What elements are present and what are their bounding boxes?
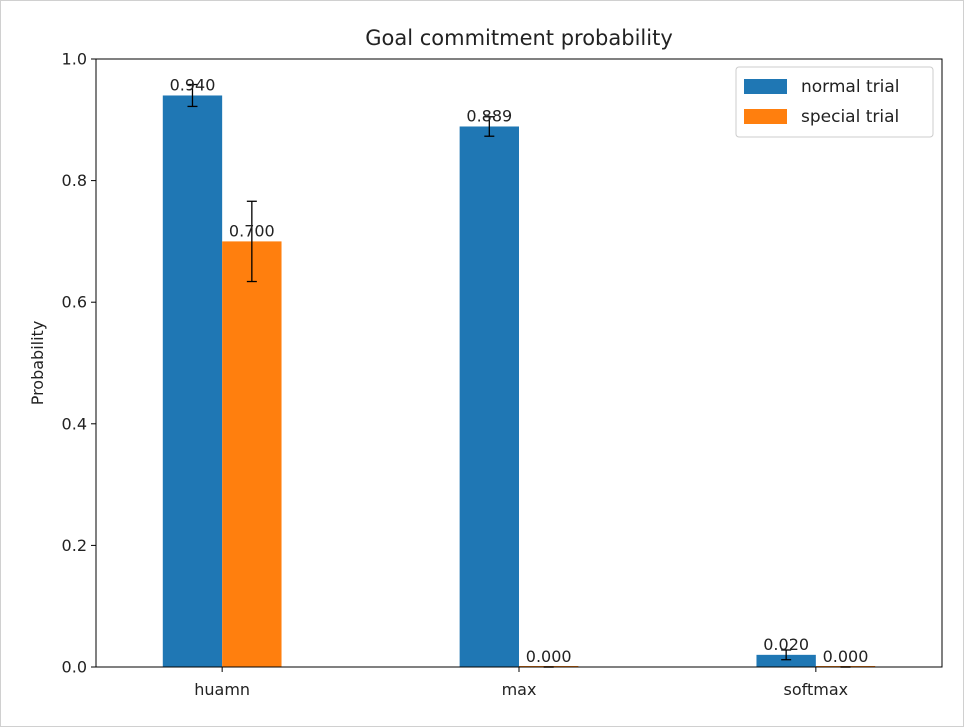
legend-label: normal trial: [801, 77, 900, 97]
legend-label: special trial: [801, 107, 899, 127]
legend-swatch: [744, 109, 787, 124]
bar: [162, 95, 223, 668]
y-tick-label: 0.6: [62, 293, 87, 312]
bar: [459, 126, 519, 668]
y-tick-label: 1.0: [62, 50, 87, 69]
y-tick-label: 0.2: [62, 536, 87, 555]
data-label: 0.000: [526, 647, 572, 666]
y-tick-label: 0.8: [62, 171, 87, 190]
y-tick-label: 0.4: [62, 414, 87, 433]
x-tick-label: softmax: [784, 680, 849, 699]
x-tick-label: max: [502, 680, 537, 699]
data-label: 0.000: [823, 647, 869, 666]
x-tick-label: huamn: [194, 680, 250, 699]
x-axis-ticks: huamn max softmax: [194, 667, 848, 699]
bar: [222, 241, 282, 667]
bar: [756, 654, 816, 667]
data-labels-layer: 0.940 0.889 0.020 0.700 0.000 0.000: [170, 75, 869, 666]
data-label: 0.700: [229, 221, 275, 240]
y-axis-label: Probability: [28, 321, 47, 406]
legend: normal trial special trial: [735, 66, 934, 138]
data-label: 0.889: [466, 106, 512, 125]
bars-layer: [162, 95, 876, 668]
data-label: 0.020: [763, 635, 809, 654]
y-tick-label: 0.0: [62, 658, 87, 677]
data-label: 0.940: [170, 75, 216, 94]
y-axis-ticks: 0.0 0.2 0.4 0.6 0.8 1.0: [62, 50, 96, 677]
legend-swatch: [744, 79, 787, 94]
chart-title: Goal commitment probability: [365, 26, 673, 50]
